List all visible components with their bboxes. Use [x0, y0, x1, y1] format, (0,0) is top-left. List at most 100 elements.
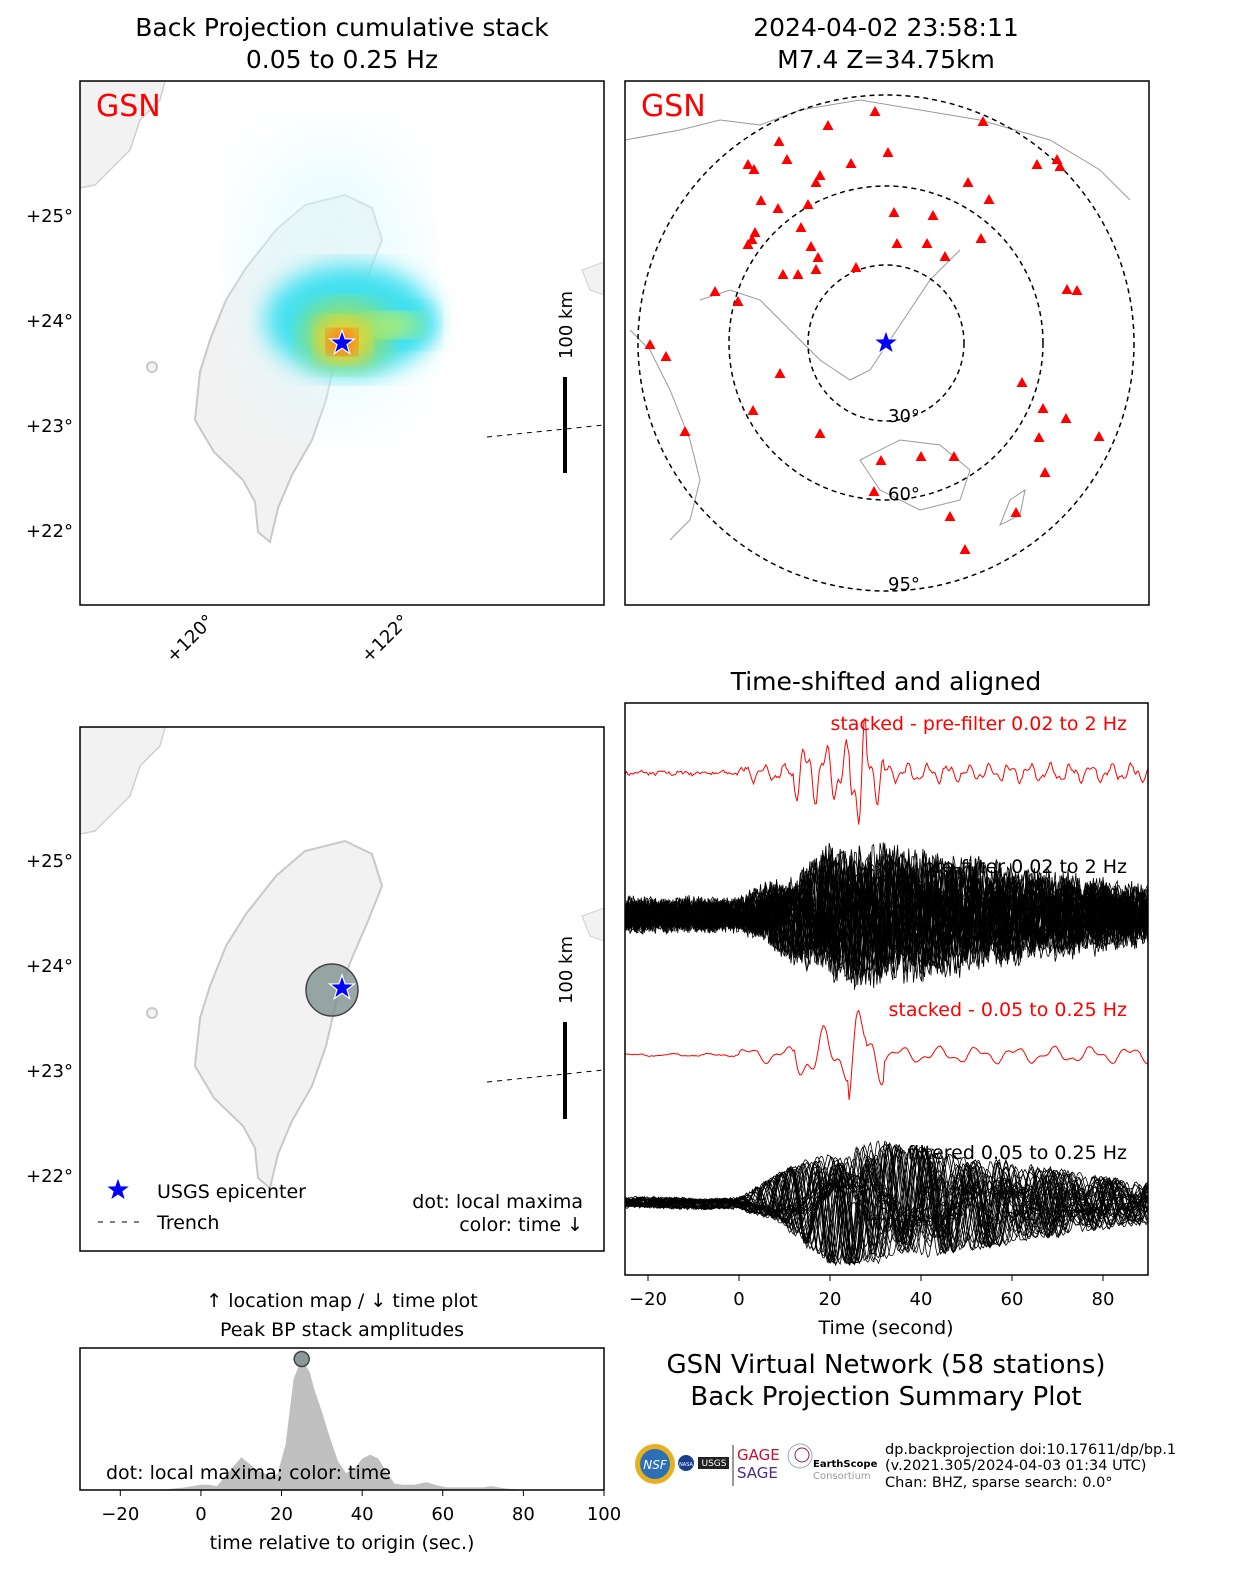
filtered-trace — [625, 1142, 1148, 1264]
station-triangle-icon — [845, 158, 857, 168]
amplitude-panel: ↑ location map / ↓ time plot Peak BP sta… — [79, 1290, 621, 1554]
legend-epicenter: USGS epicenter — [157, 1181, 306, 1203]
station-triangle-icon — [888, 207, 900, 217]
station-triangle-icon — [927, 210, 939, 220]
station-triangle-icon — [774, 368, 786, 378]
lat-tick: +25° — [26, 206, 73, 227]
station-triangle-icon — [959, 544, 971, 554]
x-tick-label: 0 — [195, 1504, 206, 1525]
station-triangle-icon — [810, 177, 822, 187]
station-triangle-icon — [748, 164, 760, 174]
station-triangle-icon — [660, 351, 672, 361]
legend-star-icon — [104, 1176, 131, 1202]
station-triangle-icon — [795, 222, 807, 232]
lat-tick: +22° — [26, 521, 73, 542]
station-triangle-icon — [781, 154, 793, 164]
station-triangle-icon — [948, 451, 960, 461]
prefilter-trace — [625, 843, 1148, 990]
station-triangle-icon — [792, 269, 804, 279]
info-line: dp.backprojection doi:10.17611/dp/bp.1 — [885, 1442, 1176, 1458]
taiwan-landmass — [80, 727, 604, 1189]
lat-tick: +23° — [26, 1061, 73, 1082]
event-magnitude-depth: M7.4 Z=34.75km — [777, 45, 995, 74]
x-tick-label: 40 — [910, 1289, 933, 1310]
distance-rings — [637, 94, 1135, 592]
station-triangle-icon — [773, 136, 785, 146]
amplitude-plot — [80, 1350, 604, 1490]
station-triangle-icon — [709, 286, 721, 296]
scale-label: 100 km — [556, 936, 577, 1004]
bp-map-title: Back Projection cumulative stack — [135, 13, 549, 42]
lon-tick: +120° — [162, 611, 218, 667]
station-map-frame — [624, 80, 1150, 606]
amplitude-subtitle: Peak BP stack amplitudes — [220, 1319, 464, 1341]
map-note: color: time ↓ — [459, 1214, 583, 1236]
lat-tick: +24° — [26, 956, 73, 977]
station-triangle-icon — [814, 428, 826, 438]
station-triangle-icon — [1039, 467, 1051, 477]
info-line: Chan: BHZ, sparse search: 0.0° — [885, 1475, 1113, 1491]
stations — [644, 106, 1105, 554]
trace-label: stacked - pre-filter 0.02 to 2 Hz — [830, 713, 1127, 735]
trench-line — [486, 424, 604, 438]
station-triangle-icon — [850, 262, 862, 272]
waveform-xlabel: Time (second) — [817, 1317, 953, 1339]
x-tick-label: −20 — [629, 1289, 667, 1310]
filtered-trace — [625, 1144, 1148, 1258]
network-label: GSN — [641, 89, 706, 124]
lon-tick: +122° — [357, 611, 413, 667]
station-triangle-icon — [742, 159, 754, 169]
station-triangle-icon — [1061, 284, 1073, 294]
station-triangle-icon — [732, 296, 744, 306]
waveform-frame — [624, 702, 1149, 1276]
bp-map-frame — [79, 80, 605, 606]
usgs-logo: USGS — [698, 1457, 729, 1469]
amplitude-xlabel: time relative to origin (sec.) — [210, 1532, 475, 1554]
summary-block: GSN Virtual Network (58 stations) Back P… — [635, 1350, 1176, 1491]
trace-label: stacked - 0.05 to 0.25 Hz — [888, 999, 1127, 1021]
station-triangle-icon — [679, 426, 691, 436]
waveform-panel: Time-shifted and aligned stacked - pre-f… — [624, 667, 1149, 1339]
station-triangle-icon — [805, 241, 817, 251]
ring-label: 30° — [888, 406, 920, 427]
location-map-panel: 100 km +25° +24° +23° +22° USGS epicente… — [26, 726, 605, 1252]
waveform-traces — [625, 717, 1148, 1267]
prefilter-trace — [625, 845, 1148, 989]
station-triangle-icon — [1033, 432, 1045, 442]
x-tick-label: 100 — [587, 1504, 621, 1525]
station-triangle-icon — [1016, 377, 1028, 387]
station-triangle-icon — [749, 227, 761, 237]
station-triangle-icon — [1037, 403, 1049, 413]
coastlines — [625, 99, 1131, 541]
x-tick-label: −20 — [101, 1504, 139, 1525]
station-triangle-icon — [939, 251, 951, 261]
station-triangle-icon — [802, 199, 814, 209]
station-triangle-icon — [814, 170, 826, 180]
station-triangle-icon — [755, 195, 767, 205]
x-tick-label: 40 — [351, 1504, 374, 1525]
station-triangle-icon — [772, 203, 784, 213]
prefilter-trace — [625, 854, 1148, 981]
station-triangle-icon — [746, 234, 758, 244]
x-tick-label: 60 — [431, 1504, 454, 1525]
legend-trench: Trench — [156, 1212, 219, 1234]
summary-title: GSN Virtual Network (58 stations) — [666, 1350, 1105, 1380]
station-triangle-icon — [977, 116, 989, 126]
stacked-prefilter-trace — [625, 717, 1148, 825]
station-triangle-icon — [1071, 285, 1083, 295]
station-map-panel: 2024-04-02 23:58:11 M7.4 Z=34.75km 30° 6… — [624, 13, 1150, 606]
gage-logo: GAGE — [737, 1446, 780, 1464]
station-triangle-icon — [1093, 431, 1105, 441]
location-map-frame — [79, 726, 605, 1252]
map-note: dot: local maxima — [412, 1191, 583, 1213]
sage-logo: SAGE — [737, 1464, 778, 1482]
summary-subtitle: Back Projection Summary Plot — [690, 1382, 1081, 1412]
filtered-trace — [625, 1145, 1148, 1264]
lat-tick: +24° — [26, 311, 73, 332]
event-time: 2024-04-02 23:58:11 — [753, 13, 1019, 42]
amplitude-annotation: dot: local maxima; color: time — [106, 1462, 391, 1484]
station-triangle-icon — [822, 120, 834, 130]
filtered-trace — [625, 1146, 1148, 1262]
